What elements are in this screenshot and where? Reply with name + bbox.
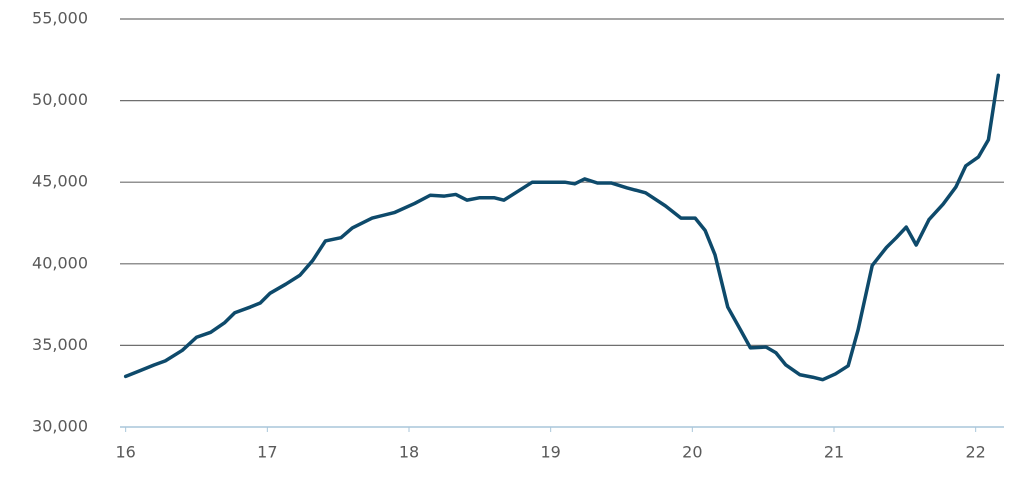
x-tick-label: 22 [965,443,985,462]
x-tick-label: 19 [540,443,560,462]
y-tick-label: 55,000 [32,9,88,28]
y-tick-label: 45,000 [32,172,88,191]
x-tick-label: 21 [824,443,844,462]
x-tick-label: 16 [115,443,135,462]
y-tick-label: 35,000 [32,335,88,354]
y-tick-label: 30,000 [32,417,88,436]
y-tick-label: 50,000 [32,90,88,109]
x-tick-label: 17 [257,443,277,462]
y-tick-label: 40,000 [32,253,88,272]
x-tick-label: 18 [399,443,419,462]
data-line [123,73,1001,382]
x-tick-label: 20 [682,443,702,462]
